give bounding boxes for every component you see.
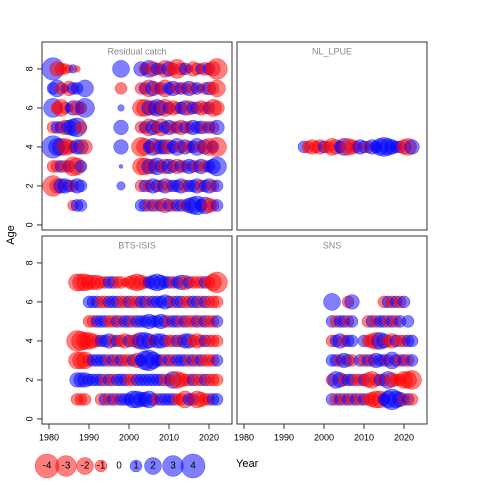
y-axis-title: Age xyxy=(5,225,17,245)
legend-bubble xyxy=(94,459,108,473)
x-tick-label: 1990 xyxy=(274,432,294,442)
bubble xyxy=(206,58,228,80)
legend-label: 1 xyxy=(133,461,139,472)
x-tick-label: 2020 xyxy=(394,432,414,442)
y-tick-label: 6 xyxy=(24,105,34,110)
x-tick-label: 1980 xyxy=(234,432,254,442)
legend-label: 4 xyxy=(190,461,196,472)
bubble xyxy=(113,119,129,136)
bubble xyxy=(323,293,341,311)
panel-frame xyxy=(236,235,428,425)
bubble xyxy=(345,334,359,348)
bubble xyxy=(210,373,224,387)
bubble xyxy=(405,393,419,406)
bubble xyxy=(345,315,359,328)
bubble xyxy=(78,393,92,406)
x-tick-label: 1990 xyxy=(79,432,99,442)
bubble xyxy=(75,98,95,118)
legend-bubble xyxy=(129,459,143,473)
panel-frame xyxy=(41,41,233,231)
panel-frame xyxy=(41,235,233,425)
bubble xyxy=(207,137,227,157)
bubble xyxy=(74,121,88,134)
legend-label: 0 xyxy=(116,461,122,472)
y-tick-label: 8 xyxy=(24,66,34,71)
bubble xyxy=(206,271,228,294)
x-tick-label: 2000 xyxy=(314,432,334,442)
x-tick-label: 1980 xyxy=(39,432,59,442)
bubble xyxy=(401,315,415,328)
bubble xyxy=(117,104,125,112)
bubble xyxy=(397,295,411,309)
bubble xyxy=(210,334,224,348)
bubble xyxy=(74,199,88,212)
bubble xyxy=(209,100,225,116)
y-tick-label: 0 xyxy=(24,222,34,227)
bubble xyxy=(404,139,420,155)
legend-label: 2 xyxy=(150,461,156,472)
bubble xyxy=(210,295,224,309)
bubble xyxy=(118,164,124,169)
bubble xyxy=(209,119,225,136)
bubble xyxy=(74,160,88,173)
y-tick-label: 4 xyxy=(24,338,34,343)
bubble xyxy=(113,139,129,155)
bubble xyxy=(344,294,360,310)
panel-title: NL_LPUE xyxy=(312,46,352,56)
bubble xyxy=(405,334,419,348)
bubble xyxy=(210,393,224,406)
legend-label: -3 xyxy=(62,461,71,472)
legend-label: 3 xyxy=(170,461,176,472)
x-tick-label: 2000 xyxy=(119,432,139,442)
bubble xyxy=(77,139,93,155)
x-tick-label: 2020 xyxy=(199,432,219,442)
legend-label: -1 xyxy=(97,461,106,472)
panel-title: BTS-ISIS xyxy=(118,240,156,250)
bubble xyxy=(114,82,128,95)
y-tick-label: 2 xyxy=(24,183,34,188)
x-tick-label: 2010 xyxy=(159,432,179,442)
y-tick-label: 8 xyxy=(24,260,34,265)
bubble xyxy=(116,181,126,191)
bubble xyxy=(405,354,419,367)
x-tick-label: 2010 xyxy=(354,432,374,442)
bubble xyxy=(76,79,94,98)
legend-bubble xyxy=(144,457,162,475)
legend-label: -4 xyxy=(43,461,52,472)
panel-title: Residual catch xyxy=(107,46,166,56)
bubble xyxy=(74,179,88,193)
panel-frame xyxy=(236,41,428,231)
y-tick-label: 0 xyxy=(24,416,34,421)
bubble xyxy=(210,354,224,367)
legend-bubble xyxy=(180,453,206,479)
legend-bubble xyxy=(76,457,94,475)
bubble xyxy=(207,156,227,177)
panel-title: SNS xyxy=(323,240,342,250)
legend-label: -2 xyxy=(81,461,90,472)
bubble xyxy=(402,370,422,390)
bubble xyxy=(210,199,224,212)
bubble xyxy=(73,65,81,73)
x-axis-title: Year xyxy=(236,458,259,470)
y-tick-label: 2 xyxy=(24,377,34,382)
bubble xyxy=(210,315,224,328)
bubble xyxy=(112,60,130,78)
bubble xyxy=(208,79,226,98)
bubble xyxy=(210,179,224,193)
y-tick-label: 4 xyxy=(24,144,34,149)
y-tick-label: 6 xyxy=(24,299,34,304)
